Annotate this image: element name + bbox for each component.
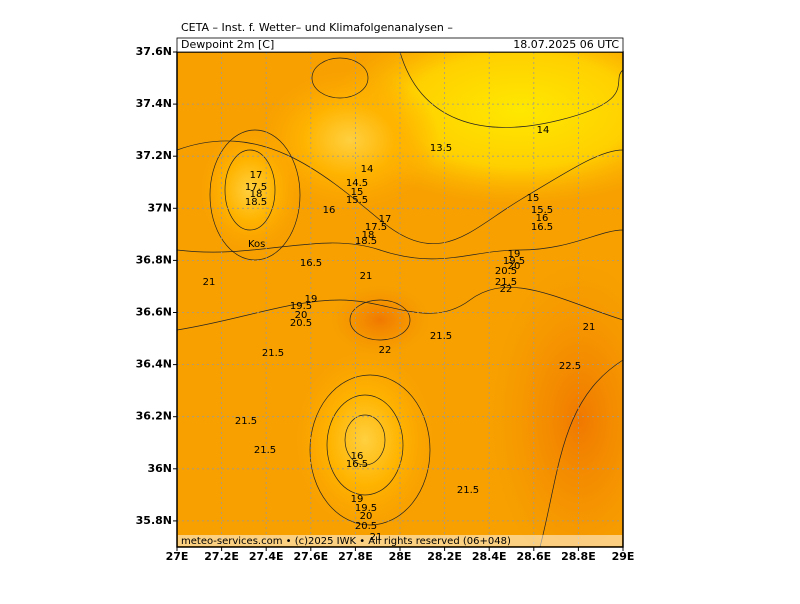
footer-band <box>178 535 622 546</box>
source-title: CETA – Inst. f. Wetter– und Klimafolgena… <box>181 21 453 34</box>
contour-label: 21.5 <box>430 331 452 342</box>
contour-label: 20.5 <box>495 266 517 277</box>
contour-label: 18 <box>362 230 375 241</box>
contours <box>177 52 623 547</box>
contour-label: 15 <box>351 187 364 198</box>
contour-label: 17 <box>379 214 392 225</box>
contour-label: 16.5 <box>300 258 322 269</box>
contour-label: 13.5 <box>430 143 452 154</box>
contour-label: 19.5 <box>503 256 525 267</box>
field-title: Dewpoint 2m [C] <box>181 38 274 51</box>
contour-label: 21.5 <box>235 416 257 427</box>
lon-label: 29E <box>612 550 635 563</box>
contour-label: 16 <box>323 205 336 216</box>
lon-label: 27.6E <box>293 550 328 563</box>
contour-label: 21 <box>370 532 383 543</box>
contour-label: 20 <box>508 261 521 272</box>
contour-label: 22.5 <box>559 361 581 372</box>
contour-label: 18.5 <box>355 236 377 247</box>
contour-label: 22 <box>379 345 392 356</box>
field <box>177 52 623 547</box>
lon-label: 28.2E <box>427 550 462 563</box>
lat-label: 37.2N <box>136 149 172 162</box>
lat-label: 35.8N <box>136 514 172 527</box>
contour-label: 21.5 <box>254 445 276 456</box>
contour-label: 21.5 <box>495 277 517 288</box>
lat-label: 37N <box>147 201 172 214</box>
lon-label: 27.4E <box>249 550 284 563</box>
contour-label: 15.5 <box>346 195 368 206</box>
lat-label: 37.6N <box>136 45 172 58</box>
contour-label: 19.5 <box>355 503 377 514</box>
lon-label: 28.4E <box>472 550 507 563</box>
footer: meteo-services.com • (c)2025 IWK • All r… <box>181 536 511 547</box>
contour-label: 16 <box>351 451 364 462</box>
contour-label: 22 <box>500 284 513 295</box>
lat-label: 37.4N <box>136 97 172 110</box>
contour-label: 21.5 <box>262 348 284 359</box>
lon-label: 27E <box>166 550 189 563</box>
contour-label: 17 <box>250 170 263 181</box>
contour-label: 20 <box>360 511 373 522</box>
lat-label: 36N <box>147 462 172 475</box>
lon-label: 27.8E <box>338 550 373 563</box>
contour-label: 16.5 <box>346 459 368 470</box>
contour-label: 20.5 <box>355 521 377 532</box>
labels: 27E 27.2E 27.4E 27.6E 27.8E 28E 28.2E 28.4E 28.6… <box>136 45 635 563</box>
contour-label: 21 <box>203 277 216 288</box>
lon-label: 27.2E <box>204 550 239 563</box>
contour-label: 19 <box>508 249 521 260</box>
contour-label: 14 <box>361 164 374 175</box>
contour-label: 15 <box>527 193 540 204</box>
lat-label: 36.8N <box>136 253 172 266</box>
valid-time: 18.07.2025 06 UTC <box>513 38 619 51</box>
lat-label: 36.4N <box>136 358 172 371</box>
lat-label: 36.2N <box>136 410 172 423</box>
place-label: Kos <box>248 239 265 250</box>
contour-label: 17.5 <box>365 222 387 233</box>
lat-label: 36.6N <box>136 306 172 319</box>
lon-label: 28E <box>389 550 412 563</box>
lon-label: 28.6E <box>516 550 551 563</box>
contour-label: 20 <box>295 310 308 321</box>
contour-label: 14 <box>537 125 550 136</box>
contour-label: 18 <box>250 189 263 200</box>
contour-label: 20.5 <box>290 318 312 329</box>
contour-label: 19.5 <box>290 301 312 312</box>
contour-label: 21 <box>360 271 373 282</box>
contour-label: 18.5 <box>245 197 267 208</box>
contour-label: 21 <box>583 322 596 333</box>
contour-label: 14.5 <box>346 178 368 189</box>
title-box <box>176 37 624 53</box>
lon-label: 28.8E <box>561 550 596 563</box>
contour-label: 16.5 <box>531 222 553 233</box>
contour-label: 19 <box>351 494 364 505</box>
graticule <box>177 52 623 547</box>
contour-label: 17.5 <box>245 182 267 193</box>
contour-label: 16 <box>536 213 549 224</box>
contour-label: 21.5 <box>457 485 479 496</box>
contour-label: 19 <box>305 294 318 305</box>
contour-label: 15.5 <box>531 205 553 216</box>
